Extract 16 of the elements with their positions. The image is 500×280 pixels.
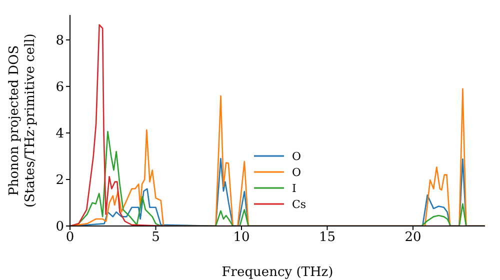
legend-label: O [292, 166, 302, 178]
x-tick-label: 20 [404, 230, 422, 246]
y-tick-label: 4 [56, 126, 64, 142]
x-axis-title: Frequency (THz) [222, 265, 334, 280]
y-axis-title: Phonon projected DOS (States/THz·primitive cell) [7, 33, 38, 208]
legend-label: I [292, 182, 296, 194]
x-tick-label: 0 [66, 230, 74, 246]
y-tick-label: 2 [56, 173, 64, 188]
x-tick-label: 15 [318, 230, 336, 246]
legend-label: Cs [292, 198, 306, 210]
y-tick-label: 8 [56, 34, 64, 49]
y-tick-label: 0 [56, 220, 64, 235]
x-tick-label: 5 [152, 230, 160, 246]
legend-label: O [292, 150, 302, 162]
y-tick-label: 6 [56, 80, 64, 96]
x-tick-label: 10 [233, 230, 250, 246]
